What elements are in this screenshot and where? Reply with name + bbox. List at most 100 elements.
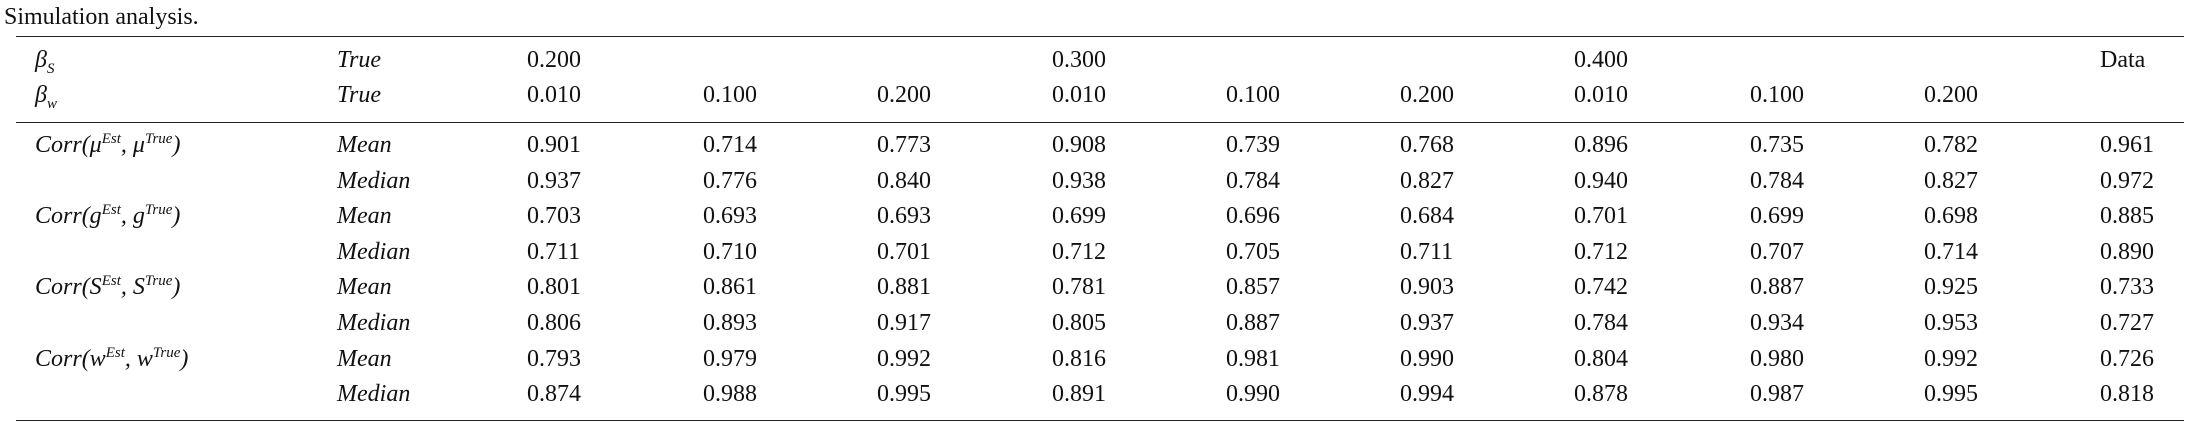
caption: Simulation analysis. bbox=[4, 4, 199, 30]
label-subscript: w bbox=[46, 95, 57, 112]
cell: 0.885 bbox=[2100, 203, 2154, 230]
label-superscript: Est bbox=[105, 344, 125, 361]
stat-label: Mean bbox=[337, 345, 392, 372]
label-text: Corr(S bbox=[35, 274, 102, 301]
cell: 0.806 bbox=[527, 310, 581, 336]
cell: 0.925 bbox=[1924, 274, 1978, 301]
label-text: ) bbox=[172, 132, 181, 158]
cell: 0.100 bbox=[1226, 82, 1280, 108]
cell: 0.714 bbox=[703, 132, 757, 158]
cell: 0.953 bbox=[1924, 310, 1978, 336]
cell: 0.908 bbox=[1052, 132, 1106, 158]
stat-label: Median bbox=[337, 381, 411, 408]
stat-label: Median bbox=[337, 310, 411, 336]
cell: 0.684 bbox=[1400, 203, 1454, 230]
cell: Data bbox=[2100, 47, 2146, 73]
cell: 0.784 bbox=[1574, 310, 1628, 336]
cell: 0.874 bbox=[527, 381, 581, 408]
cell: 0.712 bbox=[1052, 238, 1106, 265]
cell: 0.988 bbox=[703, 381, 757, 408]
bottom-rule bbox=[16, 420, 2184, 421]
cell: 0.917 bbox=[877, 310, 931, 336]
cell: 0.714 bbox=[1924, 238, 1978, 265]
cell: 0.726 bbox=[2100, 345, 2154, 372]
cell: 0.857 bbox=[1226, 274, 1280, 301]
cell: 0.693 bbox=[703, 203, 757, 230]
cell: 0.773 bbox=[877, 132, 931, 158]
cell: 0.903 bbox=[1400, 274, 1454, 301]
cell: 0.707 bbox=[1750, 238, 1804, 265]
label-superscript: Est bbox=[101, 202, 121, 219]
cell: 0.781 bbox=[1052, 274, 1106, 301]
cell: 0.100 bbox=[1750, 82, 1804, 108]
cell: 0.827 bbox=[1924, 167, 1978, 194]
top-rule bbox=[16, 36, 2184, 37]
cell: 0.698 bbox=[1924, 203, 1978, 230]
cell: 0.981 bbox=[1226, 345, 1280, 372]
cell: 0.784 bbox=[1226, 167, 1280, 194]
cell: 0.972 bbox=[2100, 167, 2154, 194]
cell: 0.801 bbox=[527, 274, 581, 301]
cell: 0.699 bbox=[1750, 203, 1804, 230]
cell: 0.010 bbox=[1574, 82, 1628, 108]
cell: 0.937 bbox=[1400, 310, 1454, 336]
cell: 0.891 bbox=[1052, 381, 1106, 408]
cell: 0.200 bbox=[527, 47, 581, 73]
cell: 0.840 bbox=[877, 167, 931, 194]
row-label: βw bbox=[35, 82, 57, 111]
cell: 0.768 bbox=[1400, 132, 1454, 158]
cell: 0.980 bbox=[1750, 345, 1804, 372]
mid-rule bbox=[16, 122, 2184, 123]
cell: 0.711 bbox=[527, 238, 581, 265]
stat-label: Mean bbox=[337, 203, 392, 230]
cell: 0.818 bbox=[2100, 381, 2154, 408]
cell: 0.990 bbox=[1400, 345, 1454, 372]
label-text: , g bbox=[120, 203, 145, 230]
row-label: Corr(wEst, wTrue) bbox=[35, 344, 189, 372]
cell: 0.010 bbox=[527, 82, 581, 108]
label-text: ) bbox=[180, 345, 189, 372]
label-subscript: S bbox=[46, 60, 55, 77]
cell: 0.992 bbox=[877, 345, 931, 372]
cell: 0.979 bbox=[703, 345, 757, 372]
cell: 0.712 bbox=[1574, 238, 1628, 265]
cell: 0.987 bbox=[1750, 381, 1804, 408]
cell: 0.784 bbox=[1750, 167, 1804, 194]
cell: 0.878 bbox=[1574, 381, 1628, 408]
cell: 0.699 bbox=[1052, 203, 1106, 230]
cell: 0.940 bbox=[1574, 167, 1628, 194]
stat-label: Mean bbox=[337, 274, 392, 301]
label-text: , S bbox=[120, 274, 145, 301]
cell: 0.816 bbox=[1052, 345, 1106, 372]
cell: 0.701 bbox=[1574, 203, 1628, 230]
cell: 0.995 bbox=[877, 381, 931, 408]
label-superscript: True bbox=[144, 131, 173, 147]
cell: 0.827 bbox=[1400, 167, 1454, 194]
label-superscript: True bbox=[144, 202, 173, 219]
row-label: Corr(SEst, STrue) bbox=[35, 273, 181, 301]
cell: 0.896 bbox=[1574, 132, 1628, 158]
cell: 0.995 bbox=[1924, 381, 1978, 408]
cell: 0.934 bbox=[1750, 310, 1804, 336]
label-text: ) bbox=[172, 203, 181, 230]
label-superscript: True bbox=[152, 344, 181, 361]
cell: 0.990 bbox=[1226, 381, 1280, 408]
label-text: , μ bbox=[120, 132, 145, 158]
cell: 0.861 bbox=[703, 274, 757, 301]
cell: 0.742 bbox=[1574, 274, 1628, 301]
stat-label: Median bbox=[337, 167, 411, 194]
cell: 0.961 bbox=[2100, 132, 2154, 158]
cell: 0.733 bbox=[2100, 274, 2154, 301]
cell: 0.705 bbox=[1226, 238, 1280, 265]
cell: 0.696 bbox=[1226, 203, 1280, 230]
cell: 0.400 bbox=[1574, 47, 1628, 73]
label-superscript: Est bbox=[101, 273, 121, 290]
label-text: ) bbox=[172, 274, 181, 301]
cell: 0.992 bbox=[1924, 345, 1978, 372]
label-text: β bbox=[35, 82, 47, 108]
stat-label: True bbox=[337, 82, 382, 108]
cell: 0.890 bbox=[2100, 238, 2154, 265]
cell: 0.994 bbox=[1400, 381, 1454, 408]
cell: 0.703 bbox=[527, 203, 581, 230]
